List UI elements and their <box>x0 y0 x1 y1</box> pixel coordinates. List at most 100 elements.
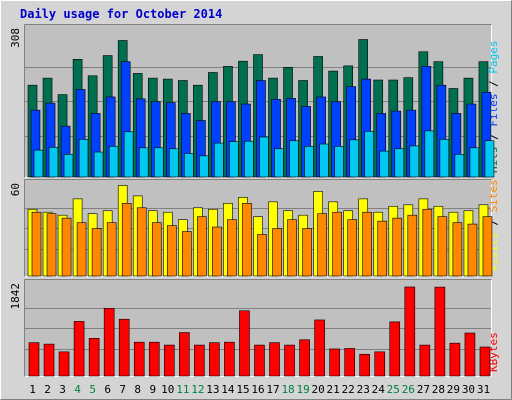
bar-pages-day-28 <box>439 139 450 178</box>
x-tick-label-day-4: 4 <box>74 383 81 396</box>
bar-sites-day-11 <box>182 231 192 277</box>
x-tick-label-day-23: 23 <box>357 383 370 396</box>
x-tick-label-day-9: 9 <box>149 383 156 396</box>
bar-pages-day-26 <box>409 145 420 178</box>
bar-sites-day-2 <box>46 213 57 277</box>
bar-kbytes-day-26 <box>404 286 416 377</box>
bar-sites-day-22 <box>347 219 357 277</box>
x-tick-label-day-17: 17 <box>266 383 279 396</box>
legend-entry: Pages <box>487 41 500 74</box>
chart-title: Daily usage for October 2014 <box>20 7 222 21</box>
panel-kbytes-max-label: 1842 <box>9 283 22 310</box>
bar-pages-day-20 <box>319 143 329 178</box>
x-tick-label-day-1: 1 <box>29 383 36 396</box>
x-tick-label-day-27: 27 <box>417 383 430 396</box>
bar-kbytes-day-24 <box>374 351 386 377</box>
bar-sites-day-3 <box>61 217 72 277</box>
bar-sites-day-26 <box>407 214 418 277</box>
bar-sites-day-6 <box>106 222 117 277</box>
bar-sites-day-23 <box>362 211 373 277</box>
bar-sites-day-13 <box>212 226 222 277</box>
bar-kbytes-day-9 <box>148 341 160 377</box>
panel-requests-max-label: 308 <box>9 28 22 48</box>
x-tick-label-day-12: 12 <box>191 383 204 396</box>
bar-sites-day-10 <box>166 225 177 277</box>
x-tick-label-day-22: 22 <box>342 383 355 396</box>
bar-sites-day-12 <box>197 216 207 277</box>
bar-kbytes-day-16 <box>254 344 265 377</box>
x-tick-label-day-18: 18 <box>281 383 294 396</box>
bar-sites-day-16 <box>257 234 267 277</box>
bar-kbytes-day-6 <box>103 308 115 377</box>
x-tick-label-day-13: 13 <box>206 383 219 396</box>
x-tick-label-day-7: 7 <box>119 383 126 396</box>
bar-sites-day-31 <box>482 216 493 277</box>
bar-pages-day-7 <box>123 131 134 178</box>
x-tick-label-day-26: 26 <box>402 383 415 396</box>
x-tick-label-day-5: 5 <box>89 383 96 396</box>
bar-kbytes-day-4 <box>73 321 85 377</box>
bar-pages-day-11 <box>184 153 194 178</box>
panel-visits-max-label: 60 <box>9 183 22 196</box>
x-tick-label-day-28: 28 <box>432 383 445 396</box>
bar-sites-day-5 <box>91 228 102 277</box>
bar-sites-day-18 <box>287 219 297 277</box>
bar-sites-day-7 <box>121 203 132 277</box>
bar-sites-day-29 <box>452 222 463 277</box>
bar-pages-day-27 <box>424 130 435 178</box>
bar-sites-day-1 <box>31 211 42 277</box>
x-tick-label-day-29: 29 <box>447 383 460 396</box>
bar-kbytes-day-23 <box>359 353 371 377</box>
bar-pages-day-13 <box>214 142 224 178</box>
x-tick-label-day-14: 14 <box>221 383 235 396</box>
bar-kbytes-day-3 <box>58 351 70 377</box>
bar-sites-day-17 <box>272 228 282 277</box>
bar-sites-day-9 <box>151 222 162 277</box>
bar-pages-day-18 <box>289 140 299 178</box>
x-tick-label-day-11: 11 <box>176 383 189 396</box>
bar-kbytes-day-21 <box>329 348 340 377</box>
bar-kbytes-day-18 <box>284 344 295 377</box>
bar-kbytes-day-28 <box>434 286 446 377</box>
bar-kbytes-day-20 <box>314 319 325 377</box>
bar-pages-day-17 <box>274 148 284 178</box>
bar-sites-day-20 <box>317 213 327 277</box>
bar-sites-day-19 <box>302 228 312 277</box>
bar-kbytes-day-27 <box>419 344 431 377</box>
x-tick-label-day-24: 24 <box>372 383 386 396</box>
legend-entry: / <box>487 74 500 94</box>
bar-pages-day-9 <box>153 147 164 178</box>
x-tick-label-day-16: 16 <box>251 383 264 396</box>
bar-pages-day-15 <box>244 140 254 178</box>
x-tick-label-day-19: 19 <box>296 383 309 396</box>
bar-kbytes-day-2 <box>43 343 55 377</box>
bar-sites-day-24 <box>377 220 388 277</box>
bar-pages-day-22 <box>349 139 359 178</box>
bar-kbytes-day-30 <box>464 332 476 377</box>
bar-sites-day-4 <box>76 222 87 277</box>
bar-kbytes-day-17 <box>269 342 280 377</box>
bar-pages-day-14 <box>229 141 239 178</box>
bar-sites-day-8 <box>136 207 147 277</box>
bar-kbytes-day-19 <box>299 339 310 377</box>
bar-pages-day-25 <box>394 148 405 178</box>
x-tick-label-day-10: 10 <box>161 383 174 396</box>
bar-pages-day-16 <box>259 136 269 178</box>
bar-pages-day-12 <box>199 155 209 178</box>
x-tick-label-day-15: 15 <box>236 383 249 396</box>
bar-pages-day-30 <box>469 147 480 178</box>
bar-pages-day-21 <box>334 146 344 178</box>
bar-kbytes-day-5 <box>88 338 100 377</box>
legend-entry: Sites <box>487 179 500 212</box>
bar-sites-day-15 <box>242 203 252 277</box>
bar-kbytes-day-25 <box>389 321 401 377</box>
bar-sites-day-14 <box>227 219 237 277</box>
bar-pages-day-10 <box>168 148 179 178</box>
x-tick-label-day-2: 2 <box>44 383 51 396</box>
bar-pages-day-4 <box>78 139 89 178</box>
bar-kbytes-day-1 <box>28 342 40 377</box>
bar-kbytes-day-29 <box>449 342 461 377</box>
bar-kbytes-day-12 <box>194 344 205 377</box>
